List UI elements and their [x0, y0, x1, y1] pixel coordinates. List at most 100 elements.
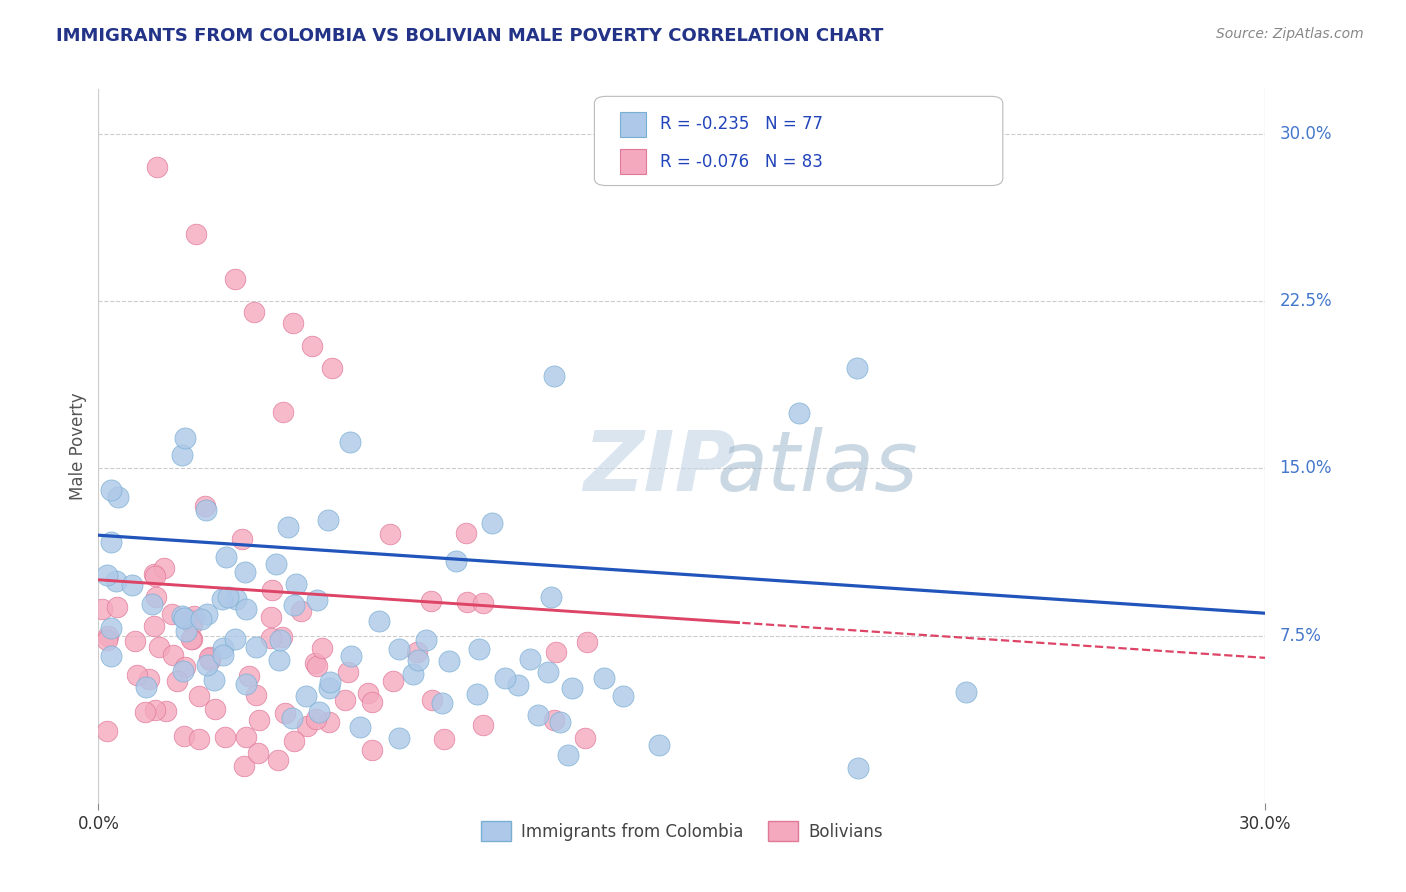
Point [593, 671, 616, 685]
Point [195, 658, 218, 673]
Point [301, 338, 323, 352]
Text: 15.0%: 15.0% [1279, 459, 1331, 477]
Point [215, 550, 238, 565]
Point [388, 641, 411, 656]
Point [283, 734, 305, 748]
Point [143, 703, 166, 717]
Point [305, 712, 328, 726]
Point [235, 602, 257, 616]
Point [245, 688, 267, 702]
Point [107, 490, 129, 504]
Text: R = -0.235   N = 77: R = -0.235 N = 77 [659, 115, 823, 134]
Point [172, 665, 194, 679]
Point [281, 711, 304, 725]
Point [134, 705, 156, 719]
Text: 22.5%: 22.5% [1279, 292, 1331, 310]
Point [100, 649, 122, 664]
Point [264, 558, 287, 572]
Point [295, 689, 318, 703]
Point [181, 617, 204, 632]
Point [432, 697, 454, 711]
Point [546, 644, 568, 658]
Point [308, 705, 330, 719]
Point [401, 667, 423, 681]
Point [96, 568, 118, 582]
Point [198, 650, 221, 665]
Point [456, 526, 478, 541]
Point [304, 656, 326, 670]
Point [295, 719, 318, 733]
Point [543, 368, 565, 383]
Point [419, 594, 441, 608]
Point [472, 718, 495, 732]
Point [271, 405, 294, 419]
Point [955, 685, 977, 699]
Point [349, 720, 371, 734]
Point [307, 659, 329, 673]
Point [224, 271, 246, 285]
Point [100, 483, 122, 497]
Point [481, 516, 503, 531]
Point [148, 640, 170, 655]
Point [198, 650, 221, 665]
Point [340, 648, 363, 663]
Point [557, 747, 579, 762]
Point [262, 583, 284, 598]
Point [243, 305, 266, 319]
Point [316, 513, 339, 527]
Point [472, 596, 495, 610]
Point [245, 640, 267, 655]
Point [361, 695, 384, 709]
Point [173, 611, 195, 625]
Point [267, 753, 290, 767]
Point [318, 714, 340, 729]
Point [225, 591, 247, 606]
Point [187, 690, 209, 704]
Point [224, 632, 246, 646]
Point [141, 597, 163, 611]
Point [259, 631, 281, 645]
Point [96, 723, 118, 738]
FancyBboxPatch shape [595, 96, 1002, 186]
Point [146, 161, 169, 175]
Point [180, 613, 202, 627]
Point [143, 567, 166, 582]
Point [195, 607, 218, 622]
Point [211, 648, 233, 662]
Point [540, 590, 562, 604]
Point [465, 687, 488, 701]
Point [143, 568, 166, 582]
Point [290, 604, 312, 618]
Point [575, 635, 598, 649]
Legend: Immigrants from Colombia, Bolivians: Immigrants from Colombia, Bolivians [474, 814, 890, 848]
Text: R = -0.076   N = 83: R = -0.076 N = 83 [659, 153, 823, 171]
Point [217, 590, 239, 604]
Point [420, 693, 443, 707]
Point [173, 431, 195, 445]
Point [211, 592, 233, 607]
Point [506, 678, 529, 692]
Point [311, 641, 333, 656]
Point [543, 713, 565, 727]
Point [321, 360, 343, 375]
Point [143, 619, 166, 633]
Point [846, 761, 869, 775]
Point [235, 677, 257, 691]
Point [238, 669, 260, 683]
Point [145, 591, 167, 605]
Point [561, 681, 583, 695]
Point [214, 730, 236, 744]
Point [172, 609, 194, 624]
Point [194, 500, 217, 514]
Point [612, 689, 634, 703]
Point [187, 731, 209, 746]
Point [519, 652, 541, 666]
Point [269, 633, 291, 648]
Point [468, 642, 491, 657]
Point [152, 561, 174, 575]
Point [432, 731, 454, 746]
Point [200, 653, 222, 667]
Point [405, 645, 427, 659]
Point [174, 660, 197, 674]
Point [361, 743, 384, 757]
